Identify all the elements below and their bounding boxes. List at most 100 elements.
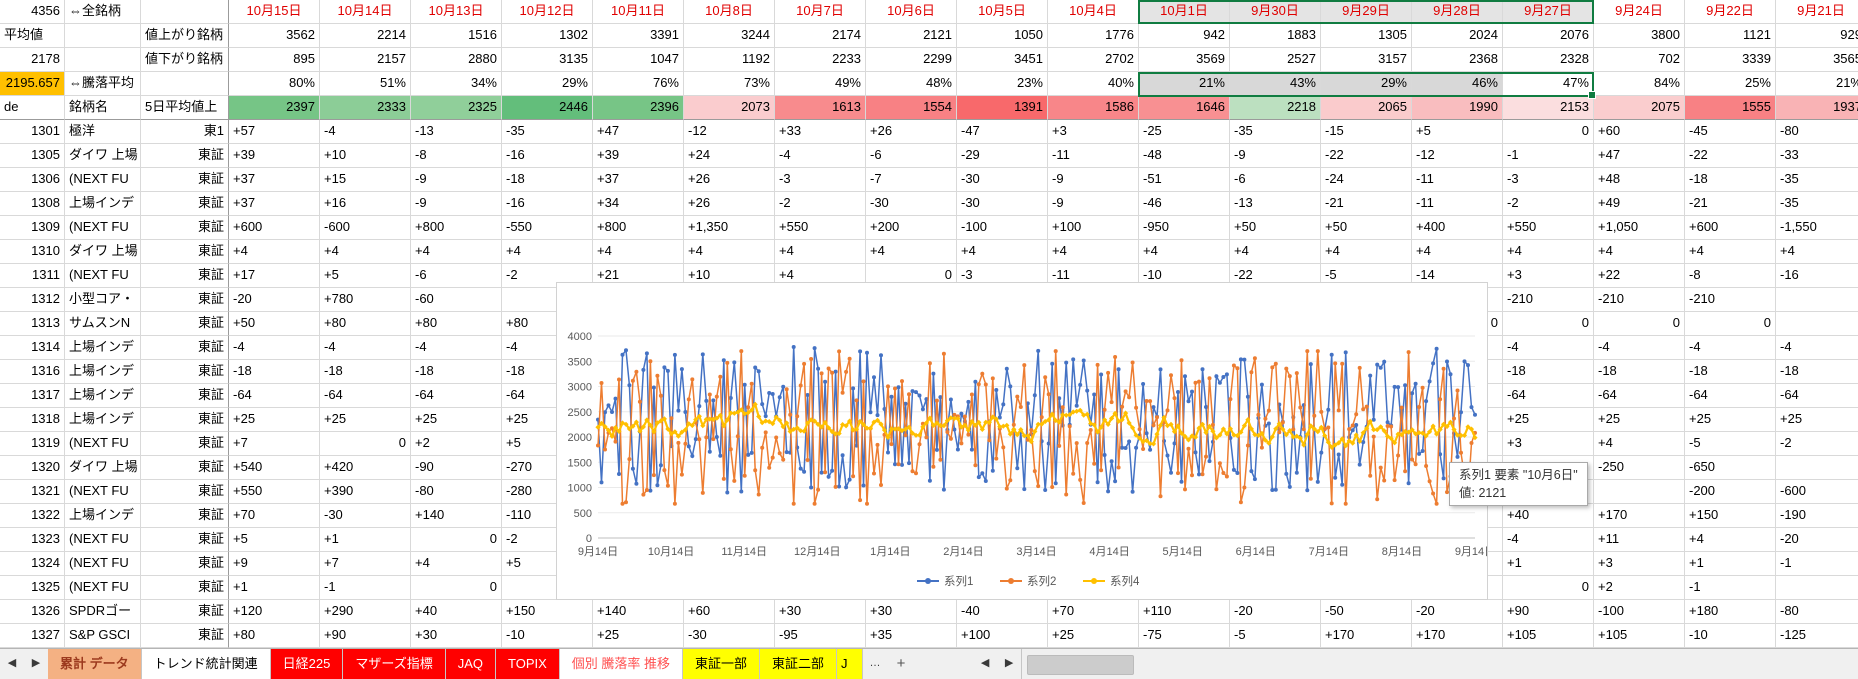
advancers-count[interactable]: 3562 (229, 24, 320, 48)
stock-change-value[interactable]: -60 (411, 288, 502, 312)
stock-change-value[interactable]: -125 (1776, 624, 1858, 648)
stock-change-value[interactable]: +1,350 (684, 216, 775, 240)
decliners-count[interactable]: 2233 (775, 48, 866, 72)
stock-change-value[interactable]: -550 (502, 216, 593, 240)
stock-market[interactable]: 東証 (141, 408, 229, 432)
stock-change-value[interactable]: +26 (684, 192, 775, 216)
stock-change-value[interactable]: -12 (684, 120, 775, 144)
stock-change-value[interactable]: +33 (775, 120, 866, 144)
stock-change-value[interactable]: -90 (411, 456, 502, 480)
stock-change-value[interactable]: +4 (1230, 240, 1321, 264)
date-header[interactable]: 10月6日 (866, 0, 957, 24)
stock-change-value[interactable]: +40 (411, 600, 502, 624)
stock-change-value[interactable]: +170 (1321, 624, 1412, 648)
stock-change-value[interactable]: -11 (1048, 144, 1139, 168)
stock-change-value[interactable]: +4 (1503, 240, 1594, 264)
stock-name[interactable]: 上場インデ (65, 504, 141, 528)
stock-change-value[interactable]: +540 (229, 456, 320, 480)
stock-change-value[interactable]: +1 (1503, 552, 1594, 576)
stock-market[interactable]: 東1 (141, 120, 229, 144)
stock-change-value[interactable]: +140 (593, 600, 684, 624)
stock-change-value[interactable]: 0 (411, 576, 502, 600)
cell-de[interactable]: de (0, 96, 65, 120)
stock-change-value[interactable]: +550 (1503, 216, 1594, 240)
sheet-tab-7[interactable]: 個別 騰落率 推移 (559, 649, 684, 679)
stock-code[interactable]: 1309 (0, 216, 65, 240)
stock-change-value[interactable]: -18 (502, 168, 593, 192)
cell-total-issues[interactable]: 4356 (0, 0, 65, 24)
stock-change-value[interactable]: -600 (1776, 480, 1858, 504)
stock-change-value[interactable]: -22 (1685, 144, 1776, 168)
decliners-count[interactable]: 2157 (320, 48, 411, 72)
advancers-count[interactable]: 2174 (775, 24, 866, 48)
stock-change-value[interactable]: +180 (1685, 600, 1776, 624)
stock-change-value[interactable]: -47 (957, 120, 1048, 144)
updown-ratio[interactable]: 29% (1321, 72, 1412, 96)
stock-market[interactable]: 東証 (141, 144, 229, 168)
stock-change-value[interactable]: +60 (684, 600, 775, 624)
stock-change-value[interactable]: -18 (411, 360, 502, 384)
stock-change-value[interactable]: -64 (1776, 384, 1858, 408)
stock-change-value[interactable]: +4 (593, 240, 684, 264)
stock-change-value[interactable]: +290 (320, 600, 411, 624)
stock-change-value[interactable]: -1 (320, 576, 411, 600)
stock-change-value[interactable]: -75 (1139, 624, 1230, 648)
stock-change-value[interactable]: -1 (1776, 552, 1858, 576)
stock-change-value[interactable]: +1 (1685, 552, 1776, 576)
stock-change-value[interactable]: -7 (866, 168, 957, 192)
stock-change-value[interactable]: +50 (1321, 216, 1412, 240)
stock-change-value[interactable]: +90 (1503, 600, 1594, 624)
stock-name[interactable]: (NEXT FU (65, 264, 141, 288)
date-header[interactable]: 9月30日 (1230, 0, 1321, 24)
stock-change-value[interactable]: -13 (411, 120, 502, 144)
updown-ratio[interactable]: 29% (502, 72, 593, 96)
date-header[interactable]: 9月29日 (1321, 0, 1412, 24)
five-day-average[interactable]: 1646 (1139, 96, 1230, 120)
stock-name[interactable]: ダイワ 上場 (65, 456, 141, 480)
stock-change-value[interactable]: 0 (320, 432, 411, 456)
stock-change-value[interactable]: +16 (320, 192, 411, 216)
stock-name[interactable]: (NEXT FU (65, 528, 141, 552)
updown-ratio[interactable]: 34% (411, 72, 502, 96)
stock-change-value[interactable]: -4 (229, 336, 320, 360)
stock-change-value[interactable]: -9 (1230, 144, 1321, 168)
decliners-count[interactable]: 3135 (502, 48, 593, 72)
stock-change-value[interactable]: +3 (1594, 552, 1685, 576)
stock-code[interactable]: 1306 (0, 168, 65, 192)
stock-code[interactable]: 1327 (0, 624, 65, 648)
stock-change-value[interactable]: -600 (320, 216, 411, 240)
date-header[interactable]: 9月24日 (1594, 0, 1685, 24)
grid-cell[interactable] (141, 72, 229, 96)
stock-change-value[interactable]: +105 (1594, 624, 1685, 648)
updown-ratio[interactable]: 43% (1230, 72, 1321, 96)
stock-change-value[interactable]: -18 (1776, 360, 1858, 384)
updown-ratio[interactable]: 21% (1139, 72, 1230, 96)
stock-market[interactable]: 東証 (141, 384, 229, 408)
stock-change-value[interactable]: +100 (957, 624, 1048, 648)
stock-change-value[interactable]: +3 (1048, 120, 1139, 144)
date-header[interactable]: 10月12日 (502, 0, 593, 24)
stock-change-value[interactable]: -21 (1685, 192, 1776, 216)
stock-change-value[interactable]: +25 (1048, 624, 1139, 648)
stock-code[interactable]: 1311 (0, 264, 65, 288)
stock-change-value[interactable]: -40 (957, 600, 1048, 624)
five-day-average[interactable]: 2325 (411, 96, 502, 120)
date-header[interactable]: 9月21日 (1776, 0, 1858, 24)
stock-change-value[interactable]: -3 (1503, 168, 1594, 192)
cell-2178[interactable]: 2178 (0, 48, 65, 72)
sheet-tab-9[interactable]: 東証二部 (760, 649, 838, 679)
updown-ratio[interactable]: 25% (1685, 72, 1776, 96)
stock-change-value[interactable]: +39 (229, 144, 320, 168)
stock-change-value[interactable]: +2 (411, 432, 502, 456)
cell-average-label[interactable]: 平均値 (0, 24, 65, 48)
stock-change-value[interactable]: -30 (957, 168, 1048, 192)
decliners-count[interactable]: 3451 (957, 48, 1048, 72)
embedded-line-chart[interactable]: 0 500 1000 1500 2000 2500 3000 3500 4000 9月14日 10月… (556, 282, 1495, 600)
date-header[interactable]: 10月15日 (229, 0, 320, 24)
stock-market[interactable]: 東証 (141, 312, 229, 336)
stock-change-value[interactable]: +150 (502, 600, 593, 624)
decliners-count[interactable]: 2299 (866, 48, 957, 72)
stock-change-value[interactable]: -4 (1594, 336, 1685, 360)
stock-code[interactable]: 1312 (0, 288, 65, 312)
updown-ratio[interactable]: 23% (957, 72, 1048, 96)
